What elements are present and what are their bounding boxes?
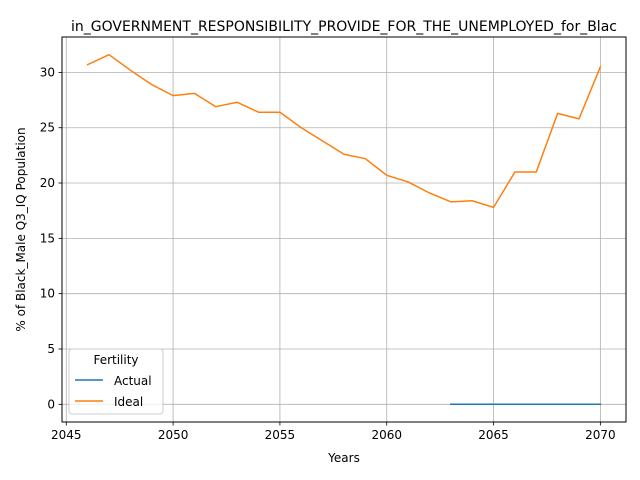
legend-title: Fertility — [93, 353, 138, 367]
x-tick-label: 2055 — [265, 428, 296, 442]
y-tick-label: 25 — [40, 121, 55, 135]
y-axis: 0 5 10 15 20 25 30 — [40, 65, 62, 411]
chart-title: in_GOVERNMENT_RESPONSIBILITY_PROVIDE_FOR… — [71, 19, 617, 35]
x-tick-label: 2070 — [585, 428, 616, 442]
y-tick-label: 30 — [40, 65, 55, 79]
x-axis-label: Years — [327, 451, 360, 465]
legend: Fertility Actual Ideal — [68, 348, 164, 415]
y-tick-label: 15 — [40, 231, 55, 245]
series-line-ideal — [86, 53, 602, 209]
x-tick-label: 2060 — [371, 428, 402, 442]
legend-label-ideal: Ideal — [114, 395, 143, 409]
x-tick-label: 2050 — [158, 428, 189, 442]
y-tick-label: 5 — [47, 342, 55, 356]
y-tick-label: 20 — [40, 176, 55, 190]
x-tick-label: 2045 — [51, 428, 82, 442]
legend-box — [68, 348, 164, 415]
x-axis: 2045 2050 2055 2060 2065 2070 — [51, 422, 616, 442]
series-layer — [86, 53, 602, 406]
y-tick-label: 0 — [47, 397, 55, 411]
legend-label-actual: Actual — [114, 374, 152, 388]
plot-area-frame — [61, 36, 627, 423]
y-axis-label: % of Black_Male Q3_IQ Population — [14, 127, 28, 331]
y-tick-label: 10 — [40, 287, 55, 301]
x-tick-label: 2065 — [478, 428, 509, 442]
